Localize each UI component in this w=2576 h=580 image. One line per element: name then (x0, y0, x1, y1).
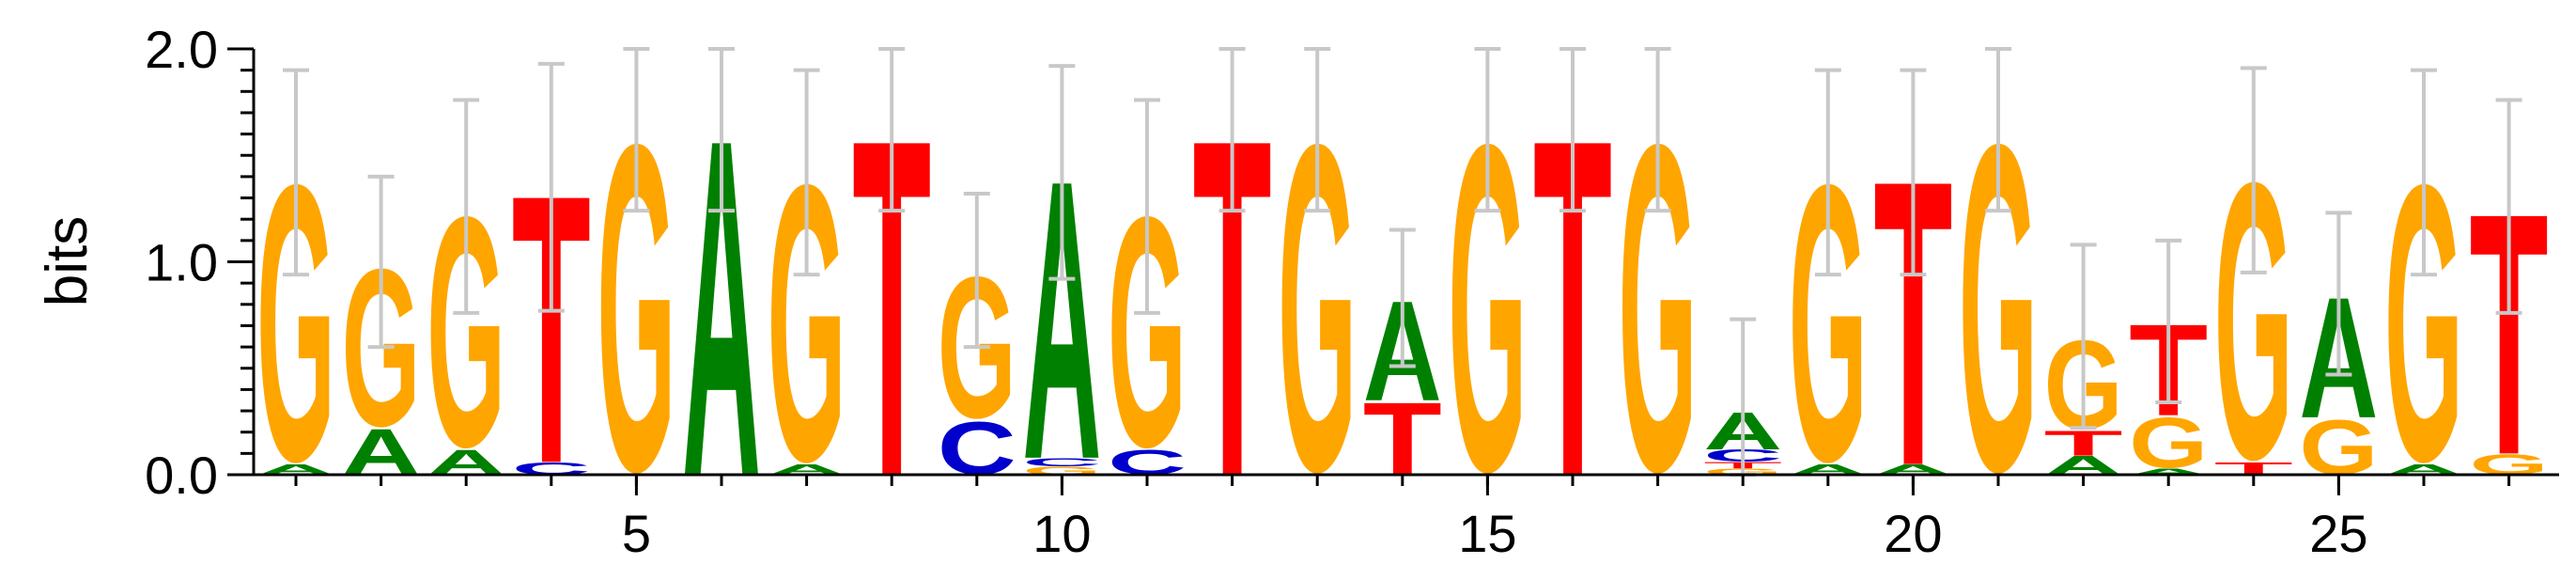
logo-column: T (1193, 39, 1272, 578)
logo-column: CG (1108, 98, 1187, 515)
logo-column: AGT (2129, 238, 2208, 483)
logo-column: AG (256, 68, 335, 543)
y-tick-label: 0.0 (145, 446, 218, 505)
logo-letter-group: G (2129, 402, 2208, 483)
logo-column: AG (2384, 68, 2463, 543)
x-tick-label: 20 (1884, 504, 1942, 563)
logo-column: G (1619, 47, 1698, 569)
logo-column: AG (427, 98, 505, 515)
logo-column: G (1278, 47, 1357, 569)
x-tick-label: 25 (2309, 504, 2367, 563)
logo-column: AG (1789, 68, 1868, 543)
logo-letter-A: A (2129, 466, 2208, 477)
x-tick-label: 5 (622, 504, 651, 563)
logo-column: GT (2470, 98, 2549, 526)
y-axis-title: bits (35, 216, 100, 306)
x-tick-label: 10 (1032, 504, 1091, 563)
logo-letter-group: A (2129, 466, 2208, 477)
logo-column: ATG (2044, 243, 2123, 480)
logo-letter-group: C (1022, 456, 1101, 469)
logo-column: CG (938, 192, 1016, 491)
logo-letter-G: G (2129, 402, 2208, 483)
logo-column: TG (2214, 66, 2293, 541)
logo-column: T (1533, 39, 1612, 578)
logo-column: TA (1363, 227, 1442, 497)
logo-column: GCA (1022, 64, 1101, 542)
logo-column: G (597, 47, 675, 569)
logo-letter-C: C (1022, 456, 1101, 469)
axes: bits 0.0 1.0 2.0 5 10 15 20 25 (35, 20, 2559, 563)
logo-column: G (1959, 47, 2038, 569)
logo-letter-T: T (2044, 424, 2123, 463)
logo-column: AG (768, 68, 846, 543)
logo-column: T (852, 39, 931, 578)
logo-letter-group: T (2044, 424, 2123, 463)
logo-column: GA (2299, 211, 2378, 491)
logo-column: AG (342, 174, 421, 489)
logo-column: CT (512, 61, 591, 544)
y-tick-label: 2.0 (145, 20, 218, 79)
logo-column: A (682, 39, 761, 577)
y-tick-label: 1.0 (145, 233, 218, 292)
x-tick-label: 15 (1458, 504, 1516, 563)
